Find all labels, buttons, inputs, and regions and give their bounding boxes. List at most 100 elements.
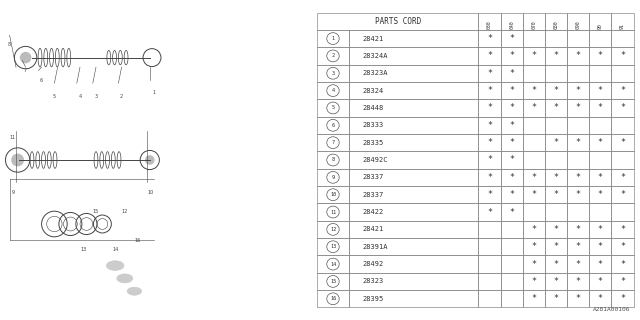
- Ellipse shape: [117, 274, 133, 283]
- Text: *: *: [509, 52, 514, 60]
- Text: *: *: [554, 190, 559, 199]
- Text: 1: 1: [152, 90, 155, 95]
- Text: *: *: [575, 52, 580, 60]
- Text: *: *: [509, 69, 514, 78]
- Text: 15: 15: [93, 209, 99, 214]
- Text: 6: 6: [40, 77, 43, 83]
- Text: 16: 16: [134, 237, 141, 243]
- Text: *: *: [554, 242, 559, 251]
- Text: 13: 13: [330, 244, 336, 249]
- Text: *: *: [509, 121, 514, 130]
- Text: *: *: [487, 86, 492, 95]
- Text: *: *: [620, 260, 625, 268]
- Text: *: *: [531, 225, 536, 234]
- Text: *: *: [554, 277, 559, 286]
- Text: *: *: [575, 294, 580, 303]
- Text: *: *: [554, 294, 559, 303]
- Text: 4: 4: [332, 88, 335, 93]
- Text: 14: 14: [330, 261, 336, 267]
- Circle shape: [12, 154, 24, 166]
- Text: 10: 10: [330, 192, 336, 197]
- Text: 3: 3: [332, 71, 335, 76]
- Text: *: *: [620, 242, 625, 251]
- Ellipse shape: [106, 261, 124, 270]
- Text: *: *: [598, 294, 603, 303]
- Text: *: *: [487, 121, 492, 130]
- Text: 14: 14: [112, 247, 118, 252]
- Text: *: *: [575, 138, 580, 147]
- Text: PARTS CORD: PARTS CORD: [374, 17, 420, 26]
- Text: 10: 10: [147, 189, 154, 195]
- Text: *: *: [554, 103, 559, 112]
- Text: *: *: [598, 225, 603, 234]
- Text: 11: 11: [330, 210, 336, 214]
- Text: *: *: [509, 86, 514, 95]
- Text: 28492C: 28492C: [362, 157, 388, 163]
- Text: *: *: [554, 225, 559, 234]
- Text: 5: 5: [53, 93, 56, 99]
- Text: 91: 91: [620, 23, 625, 28]
- Text: 7: 7: [332, 140, 335, 145]
- Text: 9: 9: [332, 175, 335, 180]
- Text: *: *: [554, 138, 559, 147]
- Text: *: *: [509, 173, 514, 182]
- Text: *: *: [487, 173, 492, 182]
- Text: *: *: [487, 190, 492, 199]
- Text: *: *: [575, 260, 580, 268]
- Text: 030: 030: [487, 20, 492, 28]
- Ellipse shape: [127, 287, 141, 295]
- Text: *: *: [575, 225, 580, 234]
- Text: *: *: [598, 86, 603, 95]
- Text: 28335: 28335: [362, 140, 383, 146]
- Text: 28421: 28421: [362, 226, 383, 232]
- Text: 12: 12: [330, 227, 336, 232]
- Text: *: *: [509, 208, 514, 217]
- Text: 7: 7: [24, 68, 27, 73]
- Text: *: *: [620, 190, 625, 199]
- Text: *: *: [620, 225, 625, 234]
- Text: 28323: 28323: [362, 278, 383, 284]
- Text: *: *: [509, 34, 514, 43]
- Text: 6: 6: [332, 123, 335, 128]
- Text: 28333: 28333: [362, 122, 383, 128]
- Text: *: *: [554, 260, 559, 268]
- Text: *: *: [487, 156, 492, 164]
- Text: *: *: [598, 190, 603, 199]
- Text: 28391A: 28391A: [362, 244, 388, 250]
- Text: *: *: [487, 34, 492, 43]
- Text: 28422: 28422: [362, 209, 383, 215]
- Text: *: *: [531, 294, 536, 303]
- Text: *: *: [554, 173, 559, 182]
- Text: 8: 8: [332, 157, 335, 163]
- Text: *: *: [554, 52, 559, 60]
- Text: *: *: [598, 277, 603, 286]
- Text: *: *: [620, 52, 625, 60]
- Text: *: *: [620, 86, 625, 95]
- Text: *: *: [531, 52, 536, 60]
- Text: 8: 8: [8, 42, 11, 47]
- Text: *: *: [575, 190, 580, 199]
- Text: *: *: [487, 52, 492, 60]
- Text: 28323A: 28323A: [362, 70, 388, 76]
- Text: *: *: [575, 173, 580, 182]
- Text: *: *: [620, 173, 625, 182]
- Circle shape: [145, 155, 155, 165]
- Text: *: *: [531, 173, 536, 182]
- Text: 2: 2: [332, 53, 335, 59]
- Text: 28324A: 28324A: [362, 53, 388, 59]
- Text: *: *: [620, 294, 625, 303]
- Text: 28448: 28448: [362, 105, 383, 111]
- Text: *: *: [598, 242, 603, 251]
- Text: *: *: [487, 208, 492, 217]
- Text: 080: 080: [554, 20, 559, 28]
- Text: *: *: [575, 103, 580, 112]
- Text: 070: 070: [531, 20, 536, 28]
- Text: *: *: [531, 242, 536, 251]
- Text: *: *: [554, 86, 559, 95]
- Text: 2: 2: [120, 93, 123, 99]
- Text: *: *: [531, 277, 536, 286]
- Text: *: *: [575, 86, 580, 95]
- Text: 28324: 28324: [362, 88, 383, 94]
- Text: 3: 3: [95, 93, 97, 99]
- Text: *: *: [509, 103, 514, 112]
